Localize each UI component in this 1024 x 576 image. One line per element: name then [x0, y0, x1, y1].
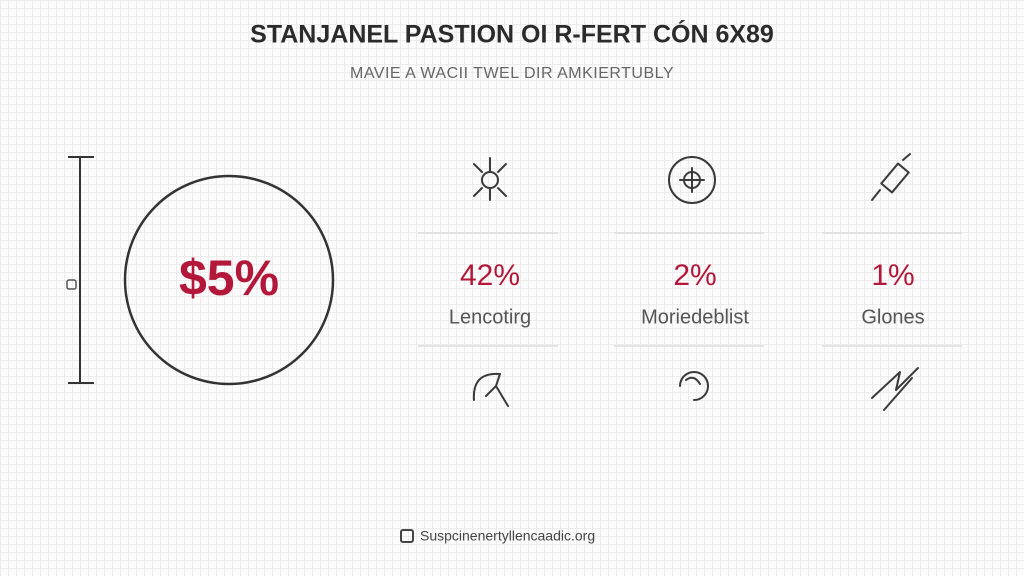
network-icon	[473, 157, 507, 201]
hand-icon	[472, 372, 509, 407]
graph-icon	[871, 367, 919, 411]
stat-label: Moriedeblist	[641, 306, 749, 328]
stat-value: 2%	[673, 259, 716, 292]
highlight-circle	[123, 174, 335, 386]
top-icons	[473, 153, 911, 204]
stat-value: 42%	[460, 259, 520, 292]
side-bracket	[68, 156, 94, 384]
side-icon	[66, 279, 77, 290]
footer-icon	[400, 529, 414, 543]
stat-label: Lencotirg	[449, 306, 531, 328]
cycle-icon	[679, 371, 709, 401]
stat-value: 1%	[871, 259, 914, 292]
stat-label: Glones	[861, 306, 924, 328]
tool-icon	[871, 153, 911, 201]
footer-text: Suspcinenertyllencaadic.org	[420, 528, 595, 544]
title: STANJANEL PASTION OI R-FERT CÓN 6X89	[250, 19, 774, 49]
bottom-icons	[472, 367, 919, 411]
target-icon	[668, 156, 716, 204]
highlight-value: $5%	[179, 250, 279, 306]
subtitle: MAVIE A WACII TWEL DIR AMKIERTUBLY	[350, 65, 674, 82]
dividers	[418, 232, 962, 347]
